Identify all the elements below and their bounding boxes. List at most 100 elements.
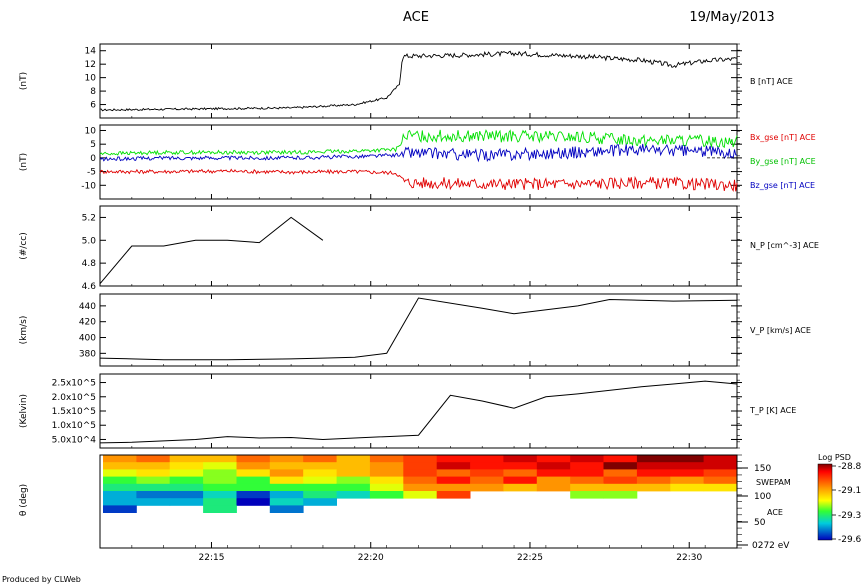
panel-2-ytick-label: 5.0 [82, 236, 97, 246]
panel-swepam: 150 100 50 0272 eV 22:15 22:20 22:25 22:30 θ (… [19, 454, 791, 563]
heatmap-cell [203, 491, 237, 499]
heatmap-cell [136, 462, 171, 470]
heatmap-cell [303, 469, 337, 477]
heatmap-cell [570, 476, 604, 485]
heatmap-cell [103, 462, 137, 470]
panel-0-ytick-label: 12 [85, 60, 96, 70]
heatmap-cell [336, 455, 371, 463]
panel-bgse-by-label: By_gse [nT] ACE [750, 157, 816, 166]
panel-4-ytick-label: 1.0x10^5 [52, 421, 96, 431]
heatmap-cell [436, 491, 471, 499]
heatmap-cell [169, 498, 204, 506]
heatmap-cell [369, 491, 404, 499]
panel-bgse-bz-label: Bz_gse [nT] ACE [750, 181, 815, 190]
heatmap-cell [103, 483, 137, 492]
panel-4-series-0-line [99, 380, 738, 444]
panel-4-ytick-label: 5.0x10^4 [52, 435, 97, 445]
heatmap-cell [436, 483, 471, 492]
heatmap-cell [236, 455, 271, 463]
heatmap-cell [236, 476, 271, 485]
panel-1-ytick-label: 0 [90, 154, 96, 164]
heatmap-cell [603, 483, 638, 492]
heatmap-cell [536, 462, 571, 470]
heatmap-cell [103, 476, 137, 485]
panel-swepam-ylabel: θ (deg) [19, 484, 29, 516]
panel-1-ytick-label: -5 [87, 168, 96, 178]
heatmap-cell [670, 483, 705, 492]
heatmap-cell [269, 498, 304, 506]
heatmap-cell [303, 462, 337, 470]
panel-0-ytick-label: 8 [90, 87, 96, 97]
heatmap-cell [470, 469, 504, 477]
heatmap-cell [203, 505, 237, 513]
panel-0-ytick-label: 14 [85, 47, 97, 57]
heatmap-cell [536, 476, 571, 485]
heatmap-cell [570, 462, 604, 470]
heatmap-cell [203, 455, 237, 463]
heatmap-cell [403, 476, 438, 485]
heatmap-cell [136, 469, 171, 477]
panel-b: 14 12 10 8 6 (nT) B [nT] ACE [19, 43, 793, 119]
heatmap-cell [403, 455, 438, 463]
heatmap-cell [703, 469, 738, 477]
heatmap-cell [269, 455, 304, 463]
colorbar-tick-label: -28.8 [838, 462, 862, 472]
heatmap-cell [503, 483, 538, 492]
panel-2-series-0-line [99, 216, 324, 285]
panel-swepam-ytick-label: 50 [754, 518, 766, 528]
heatmap-cell [503, 476, 538, 485]
heatmap-cell [203, 462, 237, 470]
panel-np-ylabel: (#/cc) [19, 232, 29, 260]
heatmap-cell [169, 469, 204, 477]
heatmap-cell [603, 462, 638, 470]
heatmap-cell [536, 455, 571, 463]
heatmap-cell [536, 483, 571, 492]
heatmap-cell [436, 455, 471, 463]
heatmap-cell [336, 491, 371, 499]
heatmap-cell [436, 469, 471, 477]
panel-3-ytick-label: 400 [79, 334, 96, 344]
panel-1-series-2-line [99, 143, 738, 163]
date-title: 19/May/2013 [689, 10, 774, 25]
panel-bgse-ylabel: (nT) [19, 153, 29, 171]
heatmap-cell [670, 462, 705, 470]
heatmap-cell [503, 455, 538, 463]
heatmap-cell [169, 491, 204, 499]
panel-swepam-mission-label: ACE [767, 508, 783, 517]
panel-np-frame [99, 205, 738, 287]
heatmap-cell [136, 455, 171, 463]
heatmap-cell [303, 498, 337, 506]
heatmap-cell [136, 498, 171, 506]
colorbar-tick-label: -29.6 [838, 535, 862, 545]
panel-swepam-ytick-label: 100 [754, 492, 771, 502]
heatmap-cell [169, 476, 204, 485]
panel-np-series-label: N_P [cm^-3] ACE [750, 241, 819, 250]
heatmap-cell [336, 462, 371, 470]
heatmap-cell [403, 491, 438, 499]
heatmap-cell [636, 462, 671, 470]
heatmap-cell [369, 483, 404, 492]
panel-3-ytick-label: 380 [79, 349, 96, 359]
panel-3-series-0-line [99, 297, 738, 361]
heatmap-cell [336, 469, 371, 477]
time-axis-label: 22:25 [517, 553, 543, 563]
heatmap-cell [236, 498, 271, 506]
panel-b-frame [99, 43, 738, 119]
heatmap-cell [203, 483, 237, 492]
mission-title: ACE [403, 10, 429, 25]
heatmap-cell [303, 455, 337, 463]
panel-b-ylabel: (nT) [19, 72, 29, 90]
panel-swepam-instrument-label: SWEPAM [756, 478, 791, 487]
heatmap-cell [703, 483, 738, 492]
time-axis-label: 22:20 [358, 553, 384, 563]
heatmap-cell [236, 462, 271, 470]
heatmap-cell [169, 462, 204, 470]
heatmap-cell [470, 476, 504, 485]
panel-3-ytick-label: 420 [79, 318, 96, 328]
panel-b-series-label: B [nT] ACE [750, 77, 793, 86]
footer-credit: Produced by CLWeb [2, 575, 81, 584]
panel-vp-frame [99, 293, 738, 367]
heatmap-cell [269, 483, 304, 492]
heatmap-cell [103, 491, 137, 499]
heatmap-cell [436, 476, 471, 485]
